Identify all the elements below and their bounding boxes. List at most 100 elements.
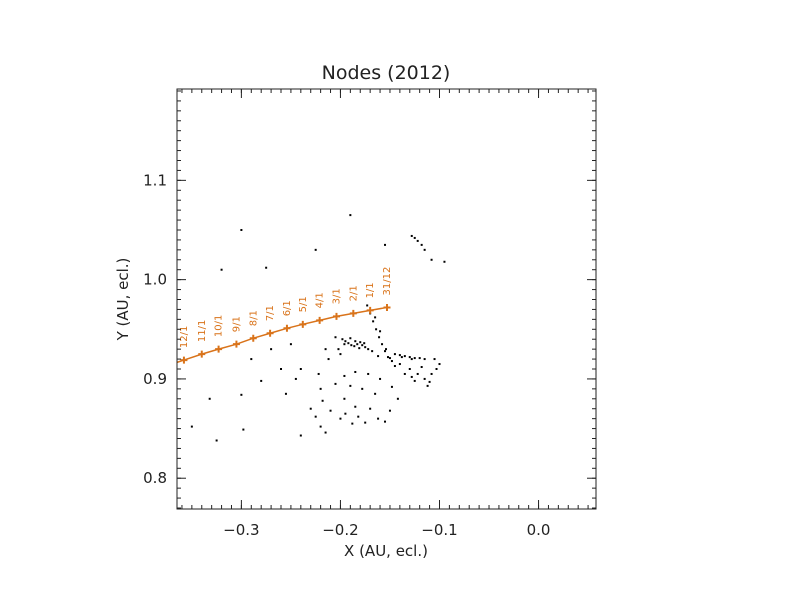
node-point [420,243,423,246]
node-point [390,360,393,363]
earth-orbit-series [176,303,391,364]
y-axis-label: Y (AU, ecl.) [114,258,132,342]
node-point [435,368,438,370]
node-point [423,377,426,380]
node-point [334,336,337,339]
node-point [371,350,374,353]
node-point [349,337,352,340]
node-point [289,343,292,346]
node-point [344,412,347,415]
y-axis-ticks [177,90,596,509]
node-point [364,346,367,349]
orbit-marker [215,345,223,353]
node-point [443,260,446,263]
orbit-marker [180,356,188,364]
node-point [351,422,354,425]
node-point [284,392,287,395]
chart-title: Nodes (2012) [322,62,451,84]
node-point [410,375,413,378]
node-point [314,248,317,251]
node-point [367,372,370,375]
orbit-marker [332,312,340,320]
node-point [428,380,431,383]
node-points [190,214,446,442]
node-point [398,363,401,366]
node-point [379,377,382,380]
date-label: 5/1 [298,296,309,312]
node-point [220,268,223,271]
node-point [369,407,372,410]
node-point [438,363,441,366]
node-point [381,343,384,346]
node-point [390,385,393,388]
node-point [349,384,352,387]
node-point [408,368,411,370]
node-point [353,345,356,348]
node-point [377,355,380,358]
node-point [317,372,320,375]
node-point [433,358,436,361]
node-point [356,343,359,346]
node-point [309,407,312,410]
node-point [334,382,337,385]
node-point [410,234,413,237]
date-label: 6/1 [282,300,293,316]
node-point [299,368,302,370]
date-label: 1/1 [365,282,376,298]
node-point [377,417,380,420]
node-point [329,409,332,412]
node-point [354,405,357,408]
node-point [358,347,361,350]
node-point [343,374,346,377]
node-point [393,365,396,368]
node-point [208,397,211,400]
x-axis-label: X (AU, ecl.) [344,542,428,560]
node-point [363,342,366,345]
date-label: 4/1 [315,292,326,308]
node-point [413,236,416,239]
node-point [408,356,411,359]
node-point [410,358,413,361]
node-point [359,341,362,344]
node-point [384,420,387,423]
node-point [354,340,357,343]
node-point [280,368,283,370]
node-point [327,358,330,361]
y-tick-label: 0.9 [143,370,167,388]
x-tick-label: 0.0 [527,521,551,539]
node-point [324,348,327,351]
node-point [374,392,377,395]
node-point [260,379,263,382]
node-point [385,348,388,351]
y-tick-label: 1.0 [143,271,167,289]
node-point [403,355,406,358]
node-point [350,344,353,347]
node-point [361,387,364,390]
node-point [344,340,347,343]
node-point [343,397,346,400]
node-point [319,387,322,390]
node-point [341,338,344,341]
node-point [366,304,369,307]
x-tick-label: −0.3 [223,521,259,539]
date-label: 8/1 [248,310,259,326]
node-point [388,409,391,412]
x-tick-label: −0.1 [421,521,457,539]
node-point [416,239,419,242]
date-labels: 12/1 11/1 10/1 9/1 8/1 7/1 6/1 5/1 4/1 3/1 2/1 1/1 3… [179,267,393,348]
node-point [416,372,419,375]
node-point [378,336,381,339]
node-point [240,228,243,231]
node-point [347,342,350,345]
node-point [372,320,375,323]
node-point [420,366,423,369]
node-point [367,348,370,351]
node-point [215,439,218,442]
orbit-marker [383,303,391,311]
node-point [400,356,403,359]
date-label: 10/1 [214,315,225,337]
node-point [418,357,421,360]
node-point [423,358,426,361]
orbit-marker [366,306,374,314]
date-label: 31/12 [382,267,393,296]
